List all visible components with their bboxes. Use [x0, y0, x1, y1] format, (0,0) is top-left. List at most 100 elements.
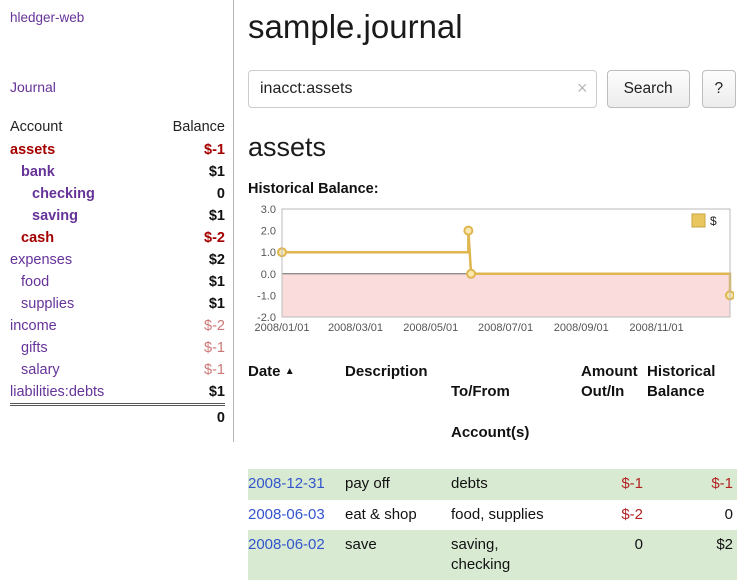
clear-search-icon[interactable]: × [577, 78, 588, 98]
account-balance: $1 [208, 296, 225, 312]
account-row: supplies $1 [10, 293, 225, 315]
transaction-amount: 0 [634, 535, 643, 553]
account-link[interactable]: salary [21, 362, 60, 378]
search-form: × Search ? [248, 70, 736, 108]
svg-text:2008/07/01: 2008/07/01 [478, 322, 533, 334]
accounts-header-row: Account Balance [10, 115, 225, 139]
account-balance: $2 [208, 252, 225, 268]
transaction-amount: $-1 [621, 475, 643, 493]
register-table: Date ▲ Description To/From Account(s) Am… [248, 360, 737, 582]
data-point-marker [463, 225, 474, 236]
account-link[interactable]: checking [32, 186, 95, 202]
account-balance: $-2 [204, 230, 225, 246]
accounts-total-row: 0 [10, 403, 225, 429]
register-header-balance: Historical Balance [647, 360, 737, 469]
negative-region [282, 273, 730, 317]
transaction-description: save [345, 535, 377, 553]
register-header-date[interactable]: Date ▲ [248, 360, 345, 469]
app-title-link[interactable]: hledger-web [10, 10, 85, 25]
y-axis-labels: 3.0 2.0 1.0 0.0 -1.0 -2.0 [257, 204, 276, 324]
search-input[interactable] [248, 70, 597, 108]
page-title: sample.journal [248, 8, 463, 45]
search-button[interactable]: Search [606, 70, 690, 108]
account-link[interactable]: income [10, 318, 57, 334]
account-link[interactable]: liabilities:debts [10, 384, 105, 400]
account-row: checking 0 [10, 183, 225, 205]
transaction-date-link[interactable]: 2008-06-02 [248, 535, 325, 553]
account-balance: $-1 [204, 362, 225, 378]
accounts-header-line1: To/From [451, 383, 510, 401]
help-button[interactable]: ? [701, 70, 736, 108]
transaction-date-link[interactable]: 2008-12-31 [248, 475, 325, 493]
account-row: bank $1 [10, 161, 225, 183]
register-header-description: Description [345, 360, 451, 469]
svg-text:-1.0: -1.0 [257, 290, 276, 302]
transaction-date-link[interactable]: 2008-06-03 [248, 505, 325, 523]
transaction-description: eat & shop [345, 505, 417, 523]
sidebar-item-journal[interactable]: Journal [10, 79, 56, 95]
transaction-balance: $2 [716, 535, 733, 553]
account-row: salary $-1 [10, 359, 225, 381]
balance-header-line2: Balance [647, 383, 705, 401]
account-balance: $-2 [204, 318, 225, 334]
account-row: liabilities:debts $1 [10, 381, 225, 403]
account-balance: $1 [208, 208, 225, 224]
account-row: saving $1 [10, 205, 225, 227]
svg-text:2008/09/01: 2008/09/01 [554, 322, 609, 334]
svg-text:-2.0: -2.0 [257, 312, 276, 324]
account-balance: $1 [208, 164, 225, 180]
legend-swatch [691, 213, 706, 228]
svg-text:2008/05/01: 2008/05/01 [403, 322, 458, 334]
account-balance: $1 [208, 274, 225, 290]
accounts-header-account: Account [10, 119, 63, 135]
chart-title: Historical Balance: [248, 181, 379, 197]
description-header-label: Description [345, 363, 428, 380]
x-axis-labels: 2008/01/01 2008/03/01 2008/05/01 2008/07/01… [254, 322, 683, 334]
account-link[interactable]: cash [21, 230, 55, 246]
account-link[interactable]: bank [21, 164, 55, 180]
account-balance: $1 [208, 384, 225, 400]
account-link[interactable]: gifts [21, 340, 48, 356]
register-row: 2008-06-02 save saving, checking 0 $2 [248, 529, 737, 581]
date-header-label: Date [248, 363, 281, 380]
main-content: sample.journal × Search ? assets Histori… [248, 0, 742, 582]
transaction-amount: $-2 [621, 505, 643, 523]
balance-header-line1: Historical [647, 363, 716, 380]
account-heading: assets [248, 132, 327, 162]
svg-text:2008/11/01: 2008/11/01 [629, 322, 683, 334]
account-row: food $1 [10, 271, 225, 293]
account-balance: 0 [216, 186, 225, 202]
account-balance: $-1 [204, 142, 225, 158]
svg-text:2.0: 2.0 [261, 226, 276, 238]
register-row: 2008-06-03 eat & shop food, supplies $-2 0 [248, 500, 737, 530]
register-header-row: Date ▲ Description To/From Account(s) Am… [248, 360, 737, 469]
svg-text:1.0: 1.0 [261, 247, 276, 259]
accounts-header-balance: Balance [172, 119, 225, 135]
account-row: expenses $2 [10, 249, 225, 271]
transaction-balance: 0 [724, 505, 733, 523]
account-link[interactable]: assets [10, 142, 56, 158]
account-link[interactable]: expenses [10, 252, 73, 268]
account-link[interactable]: saving [32, 208, 78, 224]
account-row: gifts $-1 [10, 337, 225, 359]
register-header-amount: Amount Out/In [581, 360, 647, 469]
amount-header-line1: Amount [581, 363, 638, 380]
plot-border [281, 208, 731, 318]
legend-label: $ [710, 214, 717, 228]
transaction-accounts: food, supplies [451, 505, 544, 523]
register-header-accounts: To/From Account(s) [451, 360, 581, 469]
sidebar: hledger-web Journal Account Balance asse… [0, 0, 234, 442]
account-link[interactable]: food [21, 274, 50, 290]
accounts-header-line2: Account(s) [451, 423, 530, 441]
account-row: cash $-2 [10, 227, 225, 249]
data-point-marker [466, 268, 477, 279]
account-row: assets $-1 [10, 139, 225, 161]
transaction-accounts: debts [451, 475, 488, 493]
svg-text:2008/01/01: 2008/01/01 [254, 322, 309, 334]
account-link[interactable]: supplies [21, 296, 75, 312]
svg-text:3.0: 3.0 [261, 204, 276, 216]
svg-text:0.0: 0.0 [261, 269, 276, 281]
account-row: income $-2 [10, 315, 225, 337]
transaction-accounts: saving, checking [451, 535, 511, 573]
